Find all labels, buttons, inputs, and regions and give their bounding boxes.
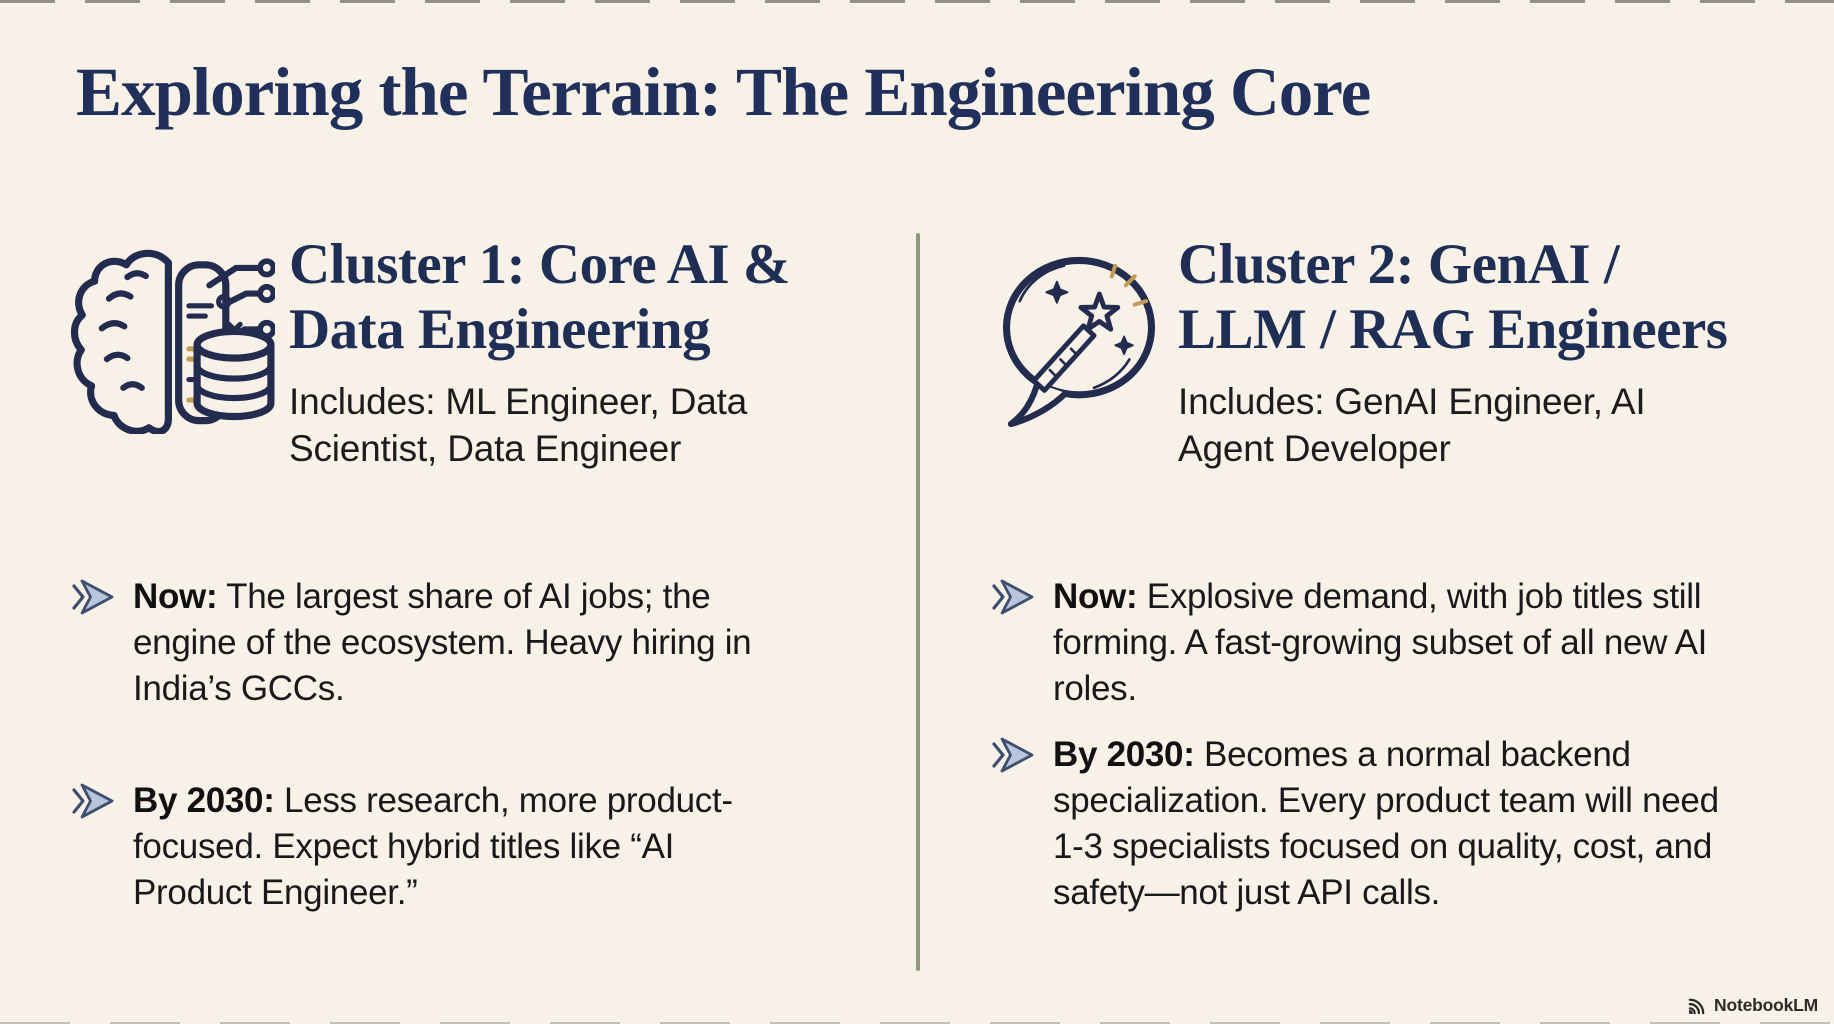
brain-circuit-database-icon (70, 234, 277, 436)
cluster-1-includes: Includes: ML Engineer, Data Scientist, D… (289, 381, 748, 469)
cluster-1-heading-line-2: Data Engineering (289, 298, 711, 361)
cluster-2-includes: Includes: GenAI Engineer, AI Agent Devel… (1178, 381, 1646, 469)
magic-wand-chat-bubble-icon (995, 241, 1163, 439)
brand-label: NotebookLM (1714, 995, 1818, 1015)
bullet-body: Less research, more product-focused. Exp… (133, 781, 733, 912)
cluster-2-bullet-now: Now: Explosive demand, with job titles s… (990, 574, 1727, 712)
notebooklm-logo-icon (1686, 995, 1707, 1016)
cluster-2-heading: Cluster 2: GenAI / LLM / RAG Engineers (1178, 232, 1728, 362)
top-edge-artifact (0, 0, 1834, 3)
double-chevron-arrow-icon (990, 577, 1036, 617)
bullet-label: Now: (1053, 577, 1138, 616)
bullet-body: The largest share of AI jobs; the engine… (133, 577, 752, 708)
column-divider (916, 233, 920, 971)
bottom-edge-artifact (0, 1022, 1834, 1024)
bullet-text: By 2030: Becomes a normal backend specia… (1053, 732, 1727, 916)
slide-title: Exploring the Terrain: The Engineering C… (76, 54, 1371, 130)
cluster-1-bullet-now: Now: The largest share of AI jobs; the e… (70, 574, 783, 712)
cluster-2-heading-line-1: Cluster 2: GenAI / (1178, 233, 1620, 296)
cluster-1-bullet-by-2030: By 2030: Less research, more product-foc… (70, 778, 783, 916)
cluster-1-heading-line-1: Cluster 1: Core AI & (289, 233, 790, 296)
notebooklm-watermark: NotebookLM (1686, 995, 1818, 1016)
cluster-2-bullet-by-2030: By 2030: Becomes a normal backend specia… (990, 732, 1727, 916)
bullet-text: Now: The largest share of AI jobs; the e… (133, 574, 783, 712)
bullet-label: By 2030: (1053, 735, 1195, 774)
bullet-text: By 2030: Less research, more product-foc… (133, 778, 783, 916)
double-chevron-arrow-icon (990, 735, 1036, 775)
bullet-label: By 2030: (133, 781, 275, 820)
cluster-1-heading: Cluster 1: Core AI & Data Engineering (289, 232, 790, 362)
bullet-body: Explosive demand, with job titles still … (1053, 577, 1708, 708)
double-chevron-arrow-icon (70, 781, 116, 821)
cluster-2-heading-line-2: LLM / RAG Engineers (1178, 298, 1728, 361)
bullet-body: Becomes a normal backend specialization.… (1053, 735, 1719, 912)
double-chevron-arrow-icon (70, 577, 116, 617)
bullet-label: Now: (133, 577, 218, 616)
bullet-text: Now: Explosive demand, with job titles s… (1053, 574, 1727, 712)
